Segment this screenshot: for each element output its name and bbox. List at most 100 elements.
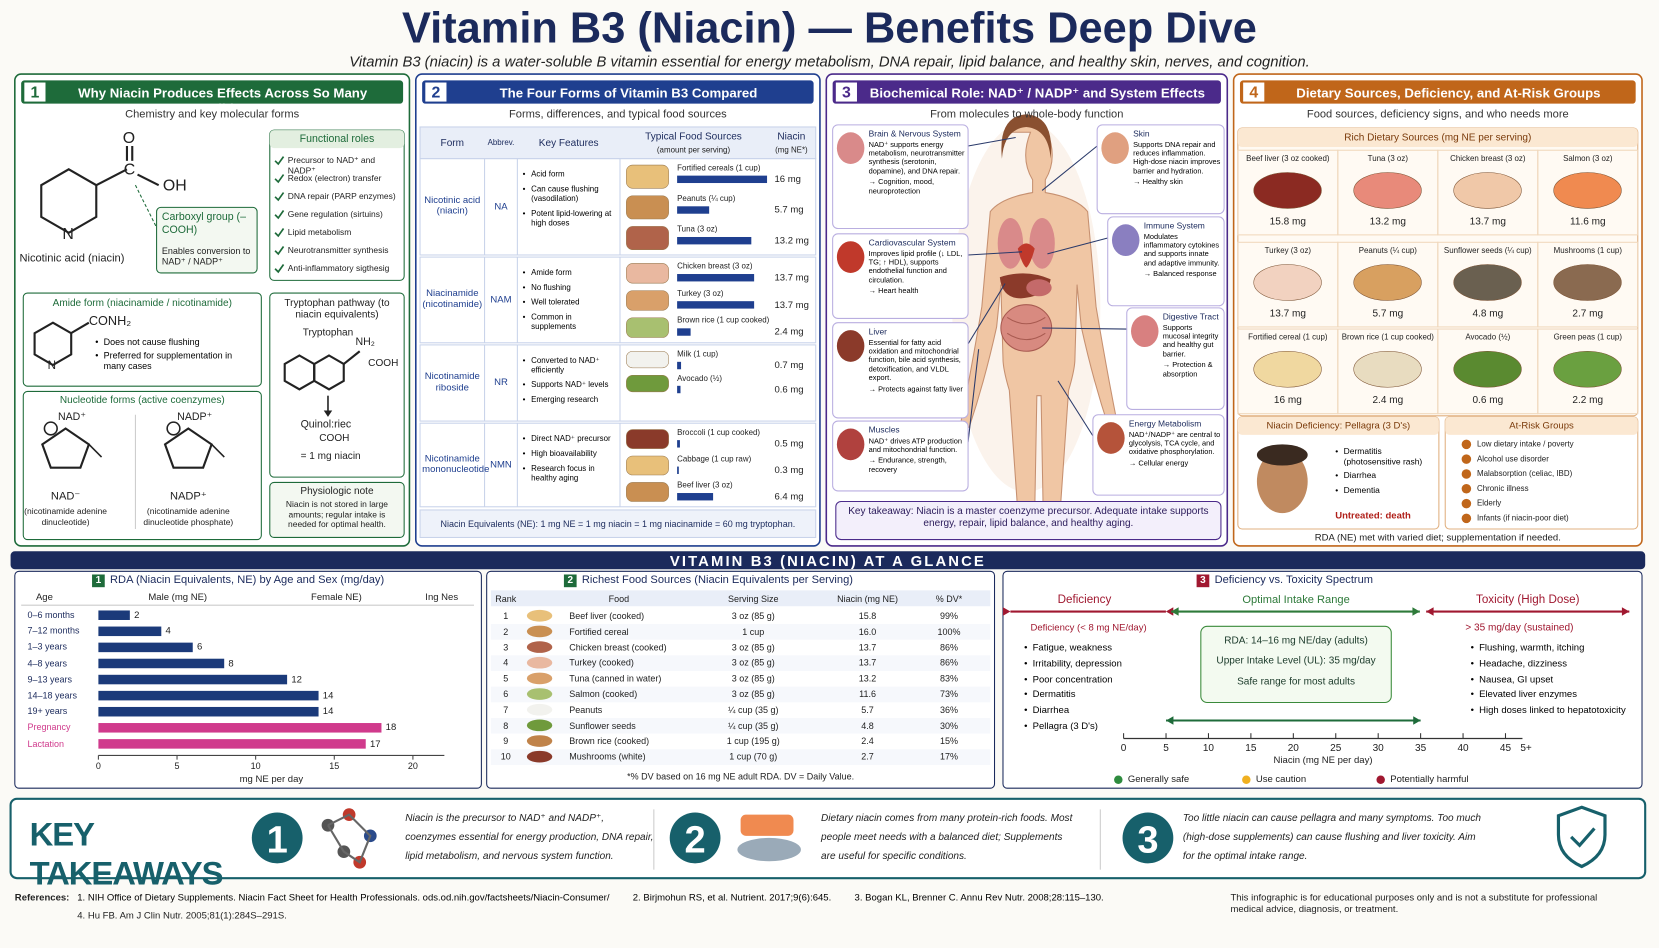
organ-icon: [836, 241, 865, 273]
list-item: Liver: [868, 326, 887, 337]
shape: [211, 443, 225, 458]
box-header: [269, 130, 405, 149]
risk-icon: [1461, 439, 1472, 450]
atom: NH₂: [355, 336, 375, 349]
column-header: Typical Food Sources: [645, 131, 742, 143]
untreated: Untreated: death: [1335, 509, 1411, 521]
organ-icon: [836, 132, 865, 164]
takeaway-text: Too little niacin can cause pellagra and…: [1182, 812, 1482, 863]
panel-title: Biochemical Role: NAD⁺ / NADP⁺ and Syste…: [869, 85, 1205, 101]
cell: Turkey (cooked): [569, 657, 634, 669]
references: 1. NIH Office of Dietary Supplements. Ni…: [77, 892, 1103, 903]
cell: 4.8: [861, 720, 874, 731]
connector: [967, 137, 1016, 147]
column-header: Ing Nes: [425, 591, 459, 603]
organ-text: Digestive Tract Supports mucosal integrit…: [1163, 312, 1222, 380]
list-item: Modulates inflammatory cytokines and sup…: [1143, 233, 1220, 268]
legend-label: Generally safe: [1127, 773, 1190, 784]
value-label: 2.4 mg: [774, 326, 804, 337]
list-item: Dementia: [1335, 485, 1436, 495]
list-item: Digestive Tract: [1162, 312, 1219, 322]
value-label: 4: [165, 625, 171, 637]
zone-title: Optimal Intake Range: [1242, 593, 1350, 607]
row-band: [490, 624, 991, 640]
cell: 10: [500, 751, 511, 762]
shape: [134, 184, 158, 228]
column-header: Rank: [495, 593, 517, 605]
label: Tryptophan: [302, 326, 354, 339]
list-item: Can cause flushing (vasodilation): [523, 184, 618, 203]
form: Nicotinic acid (niacin): [424, 194, 481, 217]
cell: [1537, 149, 1639, 236]
hair: [1001, 114, 1052, 159]
column-header: Serving Size: [728, 593, 779, 605]
list-item: Preferred for supplementation in many ca…: [95, 350, 254, 372]
food-image: [626, 226, 669, 250]
cell: 3 oz (85 g): [731, 673, 775, 684]
cell: 3 oz (85 g): [731, 688, 775, 700]
reference: 1. NIH Office of Dietary Supplements. Ni…: [77, 891, 610, 903]
badge: [1196, 574, 1210, 588]
list-item: Irritability, depression: [1024, 658, 1172, 669]
symptoms: Fatigue, weakness Irritability, depressio…: [1024, 642, 1172, 732]
bar: [677, 493, 714, 501]
value-label: 12: [291, 673, 302, 685]
list-item: Safe range for most adults: [1237, 675, 1355, 688]
role: Gene regulation (sirtuins): [287, 209, 383, 220]
role: Lipid metabolism: [287, 227, 352, 237]
column-header: Key Features: [538, 137, 599, 150]
connector: [968, 251, 1023, 256]
number-badge: [1243, 82, 1265, 102]
row-band: [490, 686, 991, 703]
cell: Mushrooms (white): [569, 751, 646, 762]
atom: N: [47, 359, 57, 373]
cell: 9: [503, 735, 509, 747]
food-image: [526, 703, 553, 716]
section-title: RDA (Niacin Equivalents, NE) by Age and …: [110, 573, 385, 587]
food-image: [1553, 350, 1622, 388]
list-item: Protection & absorption: [1163, 362, 1222, 380]
panel-subtitle: Chemistry and key molecular forms: [125, 107, 300, 121]
food-image: [526, 735, 553, 747]
panel-number: 4: [1249, 83, 1259, 102]
number-badge: [835, 82, 857, 102]
food-image: [1553, 172, 1622, 209]
note: Niacin is not stored in large amounts; r…: [285, 499, 389, 530]
shield: [1556, 805, 1607, 869]
check: [274, 210, 285, 220]
list-item: Common in supplements: [523, 312, 618, 331]
organ-text: Skin Supports DNA repair and reduces infl…: [1133, 129, 1222, 188]
number-badge: [425, 82, 447, 102]
organ-icon: [836, 428, 865, 461]
takeaway-number: 2: [684, 817, 706, 862]
footnote: *% DV based on 16 mg NE adult RDA. DV = …: [627, 771, 855, 782]
list-item: Cellular energy: [1129, 460, 1222, 469]
label: = 1 mg niacin: [300, 450, 361, 463]
tick-label: 45: [1499, 742, 1512, 755]
ring: [166, 421, 181, 436]
check: [274, 228, 285, 238]
column-note: (mg NE*): [775, 144, 808, 155]
arrow-head: [1002, 607, 1011, 616]
tick-label: 15: [329, 760, 340, 772]
list-item: Fatigue, weakness: [1024, 642, 1172, 653]
category: Lactation: [27, 738, 65, 749]
food-name: Brown rice (1 cup cooked): [1341, 332, 1434, 342]
food-image: [526, 609, 553, 622]
legend-label: Potentially harmful: [1390, 773, 1469, 784]
list-item: High bioavailability: [523, 449, 618, 459]
list-item: Supports mucosal integrity and healthy g…: [1162, 324, 1219, 359]
cell: 1 cup (70 g): [729, 751, 778, 762]
callout: [156, 206, 258, 274]
list-item: Healthy skin: [1133, 179, 1222, 188]
list-item: Balanced response: [1144, 271, 1222, 280]
axis-label: mg NE per day: [239, 773, 304, 784]
tag: NADP⁺: [177, 411, 213, 424]
connector: [1057, 380, 1094, 437]
section-title: Deficiency vs. Toxicity Spectrum: [1214, 573, 1374, 587]
arrow-head: [1171, 607, 1179, 616]
zone-title: Deficiency: [1057, 593, 1112, 607]
cell: 1 cup (195 g): [726, 735, 780, 747]
bar: [98, 626, 162, 637]
